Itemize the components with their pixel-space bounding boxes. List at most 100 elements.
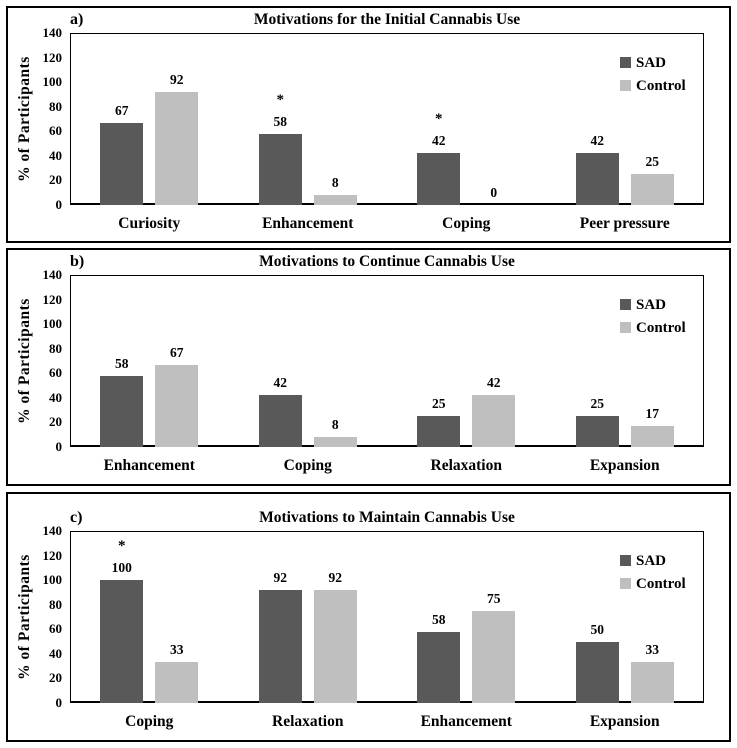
y-tick-label: 80	[49, 98, 62, 114]
bar-control-expansion	[630, 662, 674, 703]
y-tick-label: 20	[49, 414, 62, 430]
y-tick-label: 80	[49, 340, 62, 356]
bar-control-enhancement	[155, 364, 199, 447]
significance-star: *	[276, 91, 285, 108]
category-label: Relaxation	[272, 713, 344, 730]
bar-control-coping	[155, 662, 199, 703]
category-label: Expansion	[589, 457, 660, 474]
bar-sad-enhancement	[417, 631, 461, 703]
value-label: 58	[432, 611, 446, 627]
legend-label: Control	[636, 78, 686, 94]
value-label: 25	[645, 154, 660, 170]
legend-swatch-control	[620, 322, 631, 333]
value-label: 67	[115, 102, 129, 118]
chart-title: Motivations to Continue Cannabis Use	[259, 253, 515, 270]
bar-sad-peer-pressure	[575, 153, 619, 205]
bar-control-expansion	[630, 426, 674, 447]
value-label: 17	[645, 406, 660, 422]
y-tick-label: 20	[49, 172, 62, 188]
chart-panel-c: c) Motivations to Maintain Cannabis Use% …	[6, 492, 731, 742]
panel-letter-label: b)	[70, 253, 85, 270]
bar-sad-coping	[417, 153, 461, 205]
legend-label: SAD	[636, 553, 667, 569]
y-tick-label: 100	[42, 316, 63, 332]
bar-sad-relaxation	[417, 416, 461, 447]
y-tick-label: 0	[55, 695, 63, 710]
y-tick-label: 140	[42, 267, 63, 282]
category-label: Peer pressure	[579, 215, 670, 232]
bar-control-peer-pressure	[630, 174, 674, 205]
legend-swatch-sad	[620, 299, 631, 310]
value-label: 42	[273, 375, 288, 391]
y-tick-label: 100	[42, 572, 63, 588]
significance-star: *	[435, 111, 443, 128]
legend-swatch-control	[620, 80, 631, 91]
category-label: Coping	[442, 215, 491, 232]
y-tick-label: 140	[42, 523, 63, 538]
bar-sad-coping	[258, 395, 302, 447]
legend-label: SAD	[636, 297, 667, 313]
y-tick-label: 20	[49, 670, 62, 686]
y-tick-label: 100	[42, 74, 63, 90]
value-label: 92	[170, 71, 184, 87]
bar-sad-curiosity	[100, 122, 144, 205]
y-tick-label: 120	[42, 291, 63, 307]
category-label: Enhancement	[262, 215, 354, 232]
panel-letter-label: c)	[70, 509, 83, 526]
bar-control-coping	[313, 437, 357, 447]
value-label: 42	[487, 375, 501, 391]
category-label: Relaxation	[430, 457, 502, 474]
value-label: 75	[487, 590, 501, 606]
category-label: Enhancement	[420, 713, 512, 730]
value-label: 25	[432, 396, 446, 412]
value-label: 58	[273, 113, 288, 129]
y-tick-label: 140	[42, 25, 63, 40]
value-label: 0	[490, 185, 498, 200]
chart-title: Motivations to Maintain Cannabis Use	[259, 509, 515, 526]
y-tick-label: 0	[55, 197, 63, 212]
category-label: Coping	[283, 457, 332, 474]
bar-sad-expansion	[575, 641, 619, 703]
y-tick-label: 120	[42, 49, 63, 65]
value-label: 8	[331, 417, 339, 433]
y-tick-label: 60	[49, 621, 62, 637]
y-tick-label: 40	[49, 389, 62, 405]
value-label: 33	[170, 642, 184, 658]
panel-letter-label: a)	[70, 11, 84, 28]
y-tick-label: 40	[49, 147, 62, 163]
legend-swatch-control	[620, 578, 631, 589]
category-label: Expansion	[589, 713, 660, 730]
value-label: 42	[432, 133, 446, 149]
bar-sad-expansion	[575, 416, 619, 447]
chart-panel-b: b) Motivations to Continue Cannabis Use% …	[6, 248, 731, 486]
chart-title: Motivations for the Initial Cannabis Use	[253, 11, 521, 28]
bar-control-relaxation	[313, 589, 357, 703]
value-label: 33	[645, 642, 660, 658]
bar-control-enhancement	[472, 610, 516, 703]
value-label: 58	[115, 355, 129, 371]
value-label: 100	[111, 560, 132, 576]
legend-swatch-sad	[620, 57, 631, 68]
legend-label: SAD	[636, 55, 667, 71]
y-tick-label: 40	[49, 645, 62, 661]
legend-label: Control	[636, 576, 686, 592]
bar-control-curiosity	[155, 91, 199, 205]
y-tick-label: 0	[55, 439, 63, 454]
y-tick-label: 120	[42, 547, 63, 563]
y-tick-label: 60	[49, 365, 62, 381]
value-label: 8	[331, 175, 339, 191]
legend-swatch-sad	[620, 555, 631, 566]
value-label: 92	[328, 569, 343, 585]
bar-sad-enhancement	[100, 375, 144, 447]
legend-label: Control	[636, 320, 686, 336]
value-label: 67	[170, 344, 184, 360]
significance-star: *	[118, 538, 126, 555]
bar-control-enhancement	[313, 195, 357, 205]
bar-sad-coping	[100, 580, 144, 703]
value-label: 50	[590, 621, 605, 637]
category-label: Coping	[125, 713, 174, 730]
category-label: Enhancement	[103, 457, 195, 474]
category-label: Curiosity	[118, 215, 181, 232]
bar-control-relaxation	[472, 395, 516, 447]
